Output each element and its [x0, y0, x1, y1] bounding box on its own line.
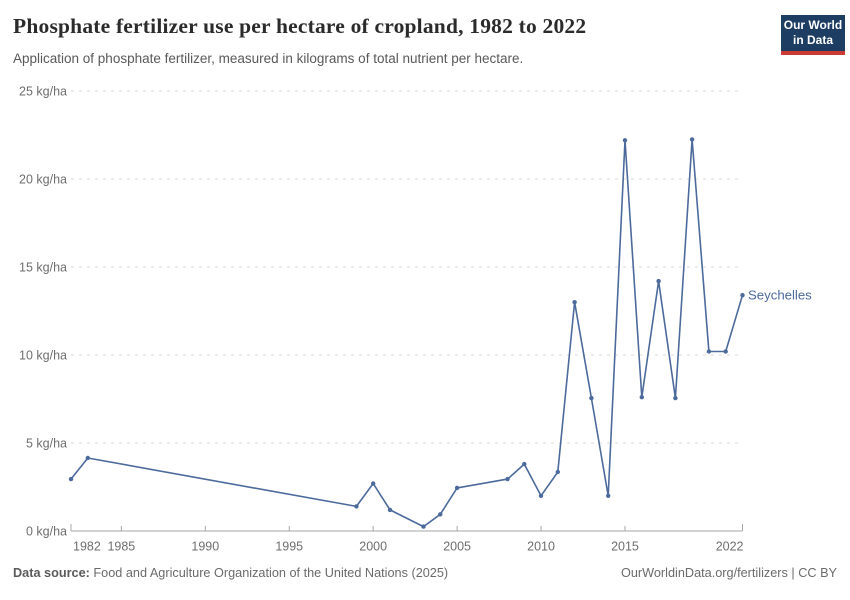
data-point: [589, 395, 594, 401]
data-point: [438, 512, 443, 517]
data-point: [555, 469, 560, 475]
owid-url-link[interactable]: OurWorldinData.org/fertilizers: [620, 566, 788, 580]
data-point: [639, 395, 644, 400]
x-axis-tick-label: 1995: [275, 540, 303, 554]
x-axis-tick-label: 2022: [716, 540, 744, 554]
x-axis-tick-label: 2005: [443, 540, 471, 554]
data-point: [421, 524, 426, 529]
data-point: [606, 493, 611, 498]
data-point: [85, 455, 91, 461]
data-source-text: Food and Agriculture Organization of the…: [93, 566, 449, 580]
data-point: [371, 481, 376, 486]
y-axis-tick-label: 0 kg/ha: [26, 525, 67, 539]
data-point: [522, 461, 527, 467]
footer-attribution: OurWorldinData.org/fertilizers | CC BY: [621, 566, 837, 580]
data-source-label: Data source:: [13, 566, 90, 580]
x-axis-tick-label: 2010: [527, 540, 555, 554]
chart-title: Phosphate fertilizer use per hectare of …: [13, 14, 587, 38]
x-axis-tick-label: 2015: [611, 540, 639, 554]
x-axis-tick-label: 1982: [73, 540, 101, 554]
license-text: CC BY: [798, 566, 837, 580]
data-point: [454, 485, 460, 491]
y-axis-tick-label: 15 kg/ha: [19, 261, 67, 275]
data-line: [70, 138, 744, 528]
data-point: [723, 349, 728, 354]
data-source: Data source: Food and Agriculture Organi…: [13, 566, 448, 580]
chart-footer: Data source: Food and Agriculture Organi…: [13, 566, 837, 580]
footer-separator: |: [787, 566, 799, 580]
data-point: [706, 349, 712, 354]
data-point: [538, 493, 544, 498]
y-axis-tick-label: 10 kg/ha: [19, 349, 67, 363]
data-point: [656, 278, 661, 284]
data-point: [689, 137, 695, 142]
y-axis-tick-label: 5 kg/ha: [26, 437, 67, 451]
data-point: [673, 395, 678, 401]
data-point: [740, 293, 745, 298]
data-point: [68, 476, 74, 482]
owid-logo-line2: in Data: [792, 32, 833, 47]
x-axis-tick-label: 2000: [359, 540, 387, 554]
data-point: [505, 476, 510, 482]
data-point: [572, 300, 577, 305]
data-point: [354, 504, 359, 509]
x-axis-tick-label: 1990: [191, 540, 219, 554]
x-axis-tick-label: 1985: [107, 540, 135, 554]
owid-logo: Our World in Data: [781, 15, 845, 56]
y-axis-tick-label: 25 kg/ha: [19, 85, 67, 99]
series-end-label: Seychelles: [748, 288, 812, 303]
data-point: [622, 138, 628, 143]
y-axis-tick-label: 20 kg/ha: [19, 173, 67, 187]
owid-logo-line1: Our World: [783, 18, 843, 32]
data-point: [387, 507, 393, 513]
chart-subtitle: Application of phosphate fertilizer, mea…: [13, 51, 524, 66]
